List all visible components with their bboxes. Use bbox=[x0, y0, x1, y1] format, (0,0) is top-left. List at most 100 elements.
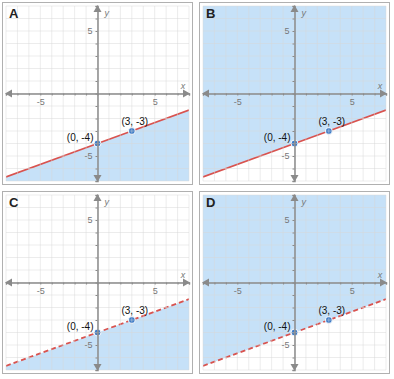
tick bbox=[17, 283, 18, 285]
tick-label: 5 bbox=[284, 26, 289, 36]
tick-mark bbox=[329, 283, 330, 285]
tick-mark bbox=[29, 283, 30, 285]
tick-mark bbox=[306, 94, 307, 96]
axis-arrow bbox=[94, 5, 102, 12]
tick-mark bbox=[293, 220, 295, 221]
axis-arrows bbox=[202, 194, 387, 371]
y-axis-label: y bbox=[104, 197, 110, 207]
tick-mark bbox=[272, 94, 273, 96]
tick bbox=[293, 19, 295, 20]
tick bbox=[226, 283, 227, 285]
tick bbox=[96, 106, 98, 107]
tick-mark bbox=[293, 270, 295, 271]
tick-mark bbox=[293, 169, 295, 170]
axis-line bbox=[96, 196, 99, 371]
axis-arrow bbox=[291, 364, 299, 371]
tick-mark bbox=[329, 94, 330, 96]
tick bbox=[96, 44, 98, 45]
y-axis-label: y bbox=[104, 8, 110, 18]
tick-mark bbox=[283, 94, 284, 96]
tick-mark bbox=[96, 283, 98, 284]
tick bbox=[109, 94, 110, 96]
tick-mark bbox=[155, 283, 156, 285]
tick bbox=[75, 94, 76, 96]
tick-mark bbox=[293, 208, 295, 209]
x-axis-label: x bbox=[180, 81, 186, 91]
tick-mark bbox=[293, 233, 295, 234]
axis-arrows bbox=[202, 5, 387, 182]
axis-line bbox=[293, 7, 296, 182]
tick: -5 bbox=[281, 151, 294, 161]
tick bbox=[96, 208, 98, 209]
tick bbox=[293, 44, 295, 45]
tick-mark bbox=[96, 69, 98, 70]
tick bbox=[52, 94, 53, 96]
tick-mark bbox=[75, 94, 76, 96]
axis-arrow bbox=[291, 175, 299, 182]
tick bbox=[96, 144, 98, 145]
tick bbox=[249, 283, 250, 285]
axis-arrows bbox=[5, 5, 190, 182]
tick-mark bbox=[293, 119, 295, 120]
tick: -5 bbox=[37, 94, 45, 107]
y-axis: -55 bbox=[84, 7, 98, 182]
tick-mark bbox=[260, 94, 261, 96]
tick-mark bbox=[317, 94, 318, 96]
tick bbox=[132, 94, 133, 96]
tick bbox=[293, 320, 295, 321]
tick-mark bbox=[226, 94, 227, 96]
tick-mark bbox=[96, 144, 98, 145]
axis-arrow bbox=[202, 90, 209, 98]
tick bbox=[293, 169, 295, 170]
tick-mark bbox=[293, 308, 295, 309]
tick bbox=[214, 94, 215, 96]
tick bbox=[96, 358, 98, 359]
tick-mark bbox=[143, 94, 144, 96]
tick-mark bbox=[109, 283, 110, 285]
tick-mark bbox=[96, 119, 98, 120]
tick-mark bbox=[293, 144, 295, 145]
tick-mark bbox=[293, 345, 295, 346]
tick bbox=[293, 245, 295, 246]
tick-mark bbox=[96, 295, 98, 296]
tick bbox=[293, 119, 295, 120]
tick bbox=[293, 81, 295, 82]
point-label: (3, -3) bbox=[121, 116, 148, 127]
tick-mark bbox=[120, 283, 121, 285]
tick-mark bbox=[293, 131, 295, 132]
y-axis: -55 bbox=[84, 196, 98, 371]
tick-label: -5 bbox=[234, 97, 242, 107]
tick-mark bbox=[283, 283, 284, 285]
tick-mark bbox=[214, 94, 215, 96]
tick bbox=[86, 94, 87, 96]
tick-mark bbox=[96, 44, 98, 45]
tick bbox=[63, 283, 64, 285]
tick bbox=[293, 283, 295, 284]
tick-mark bbox=[96, 106, 98, 107]
tick-mark bbox=[143, 283, 144, 285]
tick bbox=[293, 94, 295, 95]
tick bbox=[340, 283, 341, 285]
tick: 5 bbox=[284, 26, 294, 36]
tick bbox=[293, 208, 295, 209]
tick: 5 bbox=[87, 215, 97, 225]
tick-mark bbox=[293, 56, 295, 57]
y-axis: -5 5 bbox=[281, 7, 295, 182]
tick-mark bbox=[352, 283, 353, 285]
tick-mark bbox=[260, 283, 261, 285]
tick: -5 bbox=[37, 283, 45, 296]
tick-mark bbox=[96, 308, 98, 309]
tick-mark bbox=[40, 283, 41, 285]
tick bbox=[363, 283, 364, 285]
tick bbox=[178, 94, 179, 96]
tick bbox=[96, 81, 98, 82]
tick bbox=[293, 308, 295, 309]
tick-mark bbox=[17, 94, 18, 96]
tick bbox=[375, 94, 376, 96]
tick bbox=[306, 94, 307, 96]
tick bbox=[96, 119, 98, 120]
tick bbox=[96, 270, 98, 271]
tick-mark bbox=[96, 320, 98, 321]
tick bbox=[75, 283, 76, 285]
tick bbox=[272, 283, 273, 285]
